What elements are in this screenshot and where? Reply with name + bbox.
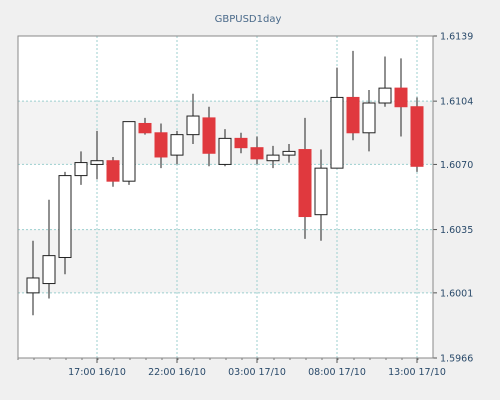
candle-body-bull: [58, 175, 72, 258]
candle-body-bull: [330, 96, 344, 169]
candle-body-bear: [234, 137, 248, 149]
y-tick-label: 1.6139: [440, 32, 473, 43]
candle-body-bear: [250, 147, 264, 160]
plot-band: [18, 229, 433, 293]
candle-body-bull: [282, 150, 296, 156]
candle-body-bear: [410, 106, 424, 167]
y-tick-label: 1.6035: [440, 225, 473, 236]
y-tick-label: 1.6104: [440, 97, 473, 108]
candle-body-bull: [266, 154, 280, 162]
candle-body-bull: [26, 277, 40, 294]
candle-body-bull: [122, 121, 136, 182]
y-tick-label: 1.6001: [440, 288, 473, 299]
x-tick-label: 03:00 17/10: [228, 367, 286, 378]
candle-body-bull: [170, 134, 184, 156]
y-tick-label: 1.6070: [440, 160, 473, 171]
candle-body-bear: [202, 117, 216, 154]
x-tick-label: 08:00 17/10: [308, 367, 366, 378]
y-tick-label: 1.5966: [440, 354, 473, 365]
candle-body-bull: [362, 102, 376, 134]
candle-body-bull: [74, 162, 88, 177]
plot-border: [17, 35, 434, 359]
candle-body-bear: [138, 122, 152, 134]
candle-body-bear: [106, 160, 120, 182]
x-tick-label: 22:00 16/10: [148, 367, 206, 378]
candle-body-bull: [314, 167, 328, 216]
candle-body-bear: [298, 149, 312, 218]
x-tick-label: 17:00 16/10: [68, 367, 126, 378]
candle-body-bull: [90, 160, 104, 165]
candle-body-bear: [346, 96, 360, 134]
candle-body-bull: [42, 255, 56, 285]
plot-area: 1.6139 1.6104 1.6070 1.6035 1.6001 1.5966 17:0…: [17, 32, 473, 378]
candle-body-bear: [394, 87, 408, 108]
candle-body-bear: [154, 132, 168, 158]
x-tick-label: 13:00 17/10: [388, 367, 446, 378]
candle-body-bull: [378, 87, 392, 104]
candle-body-bull: [186, 115, 200, 136]
candle-body-bull: [218, 137, 232, 165]
plot-background: [18, 36, 433, 358]
chart-title: GBPUSD1day: [215, 14, 282, 25]
